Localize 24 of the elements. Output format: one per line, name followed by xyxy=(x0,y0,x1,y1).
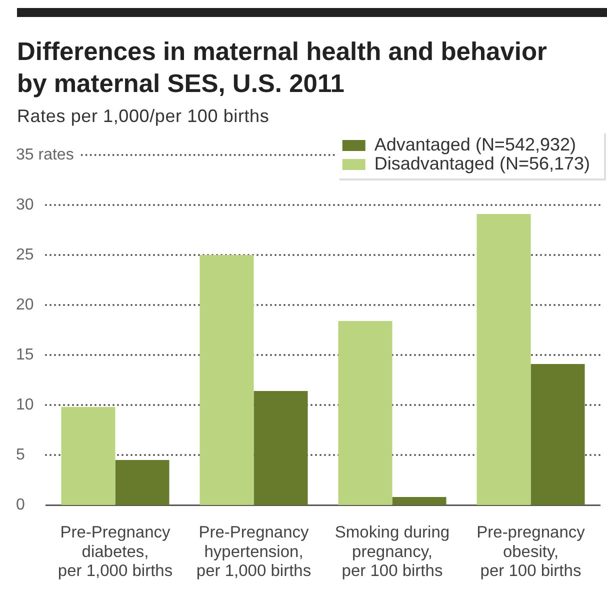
chart-title: Differences in maternal health and behavior by maternal SES, U.S. 2011 xyxy=(17,37,548,100)
y-tick-label: 15 xyxy=(16,346,34,364)
x-tick-label: Pre-Pregnancy hypertension, per 1,000 births xyxy=(196,523,312,580)
bar xyxy=(200,255,254,505)
x-tick-label: Pre-pregnancy obesity, per 100 births xyxy=(476,523,586,580)
y-tick-label: 0 xyxy=(16,496,25,514)
chart-subtitle: Rates per 1,000/per 100 births xyxy=(17,105,270,128)
bar xyxy=(338,321,392,505)
y-tick-label: 10 xyxy=(16,396,34,414)
y-tick-label: 30 xyxy=(16,196,34,214)
y-tick-label: 20 xyxy=(16,296,34,314)
bar xyxy=(392,497,446,505)
x-tick-label: Pre-Pregnancy diabetes, per 1,000 births xyxy=(58,523,173,580)
bar xyxy=(254,391,308,505)
legend-label: Disadvantaged (N=56,173) xyxy=(374,153,590,174)
bar xyxy=(115,460,170,505)
bar xyxy=(61,407,116,505)
y-tick-label: 25 xyxy=(16,246,34,264)
bar xyxy=(476,214,531,505)
x-tick-label: Smoking during pregnancy, per 100 births xyxy=(334,523,450,580)
legend-label: Advantaged (N=542,932) xyxy=(374,134,576,154)
y-tick-label: 5 xyxy=(16,446,25,464)
y-tick-label: 35 rates xyxy=(16,146,74,164)
bar xyxy=(530,364,585,505)
